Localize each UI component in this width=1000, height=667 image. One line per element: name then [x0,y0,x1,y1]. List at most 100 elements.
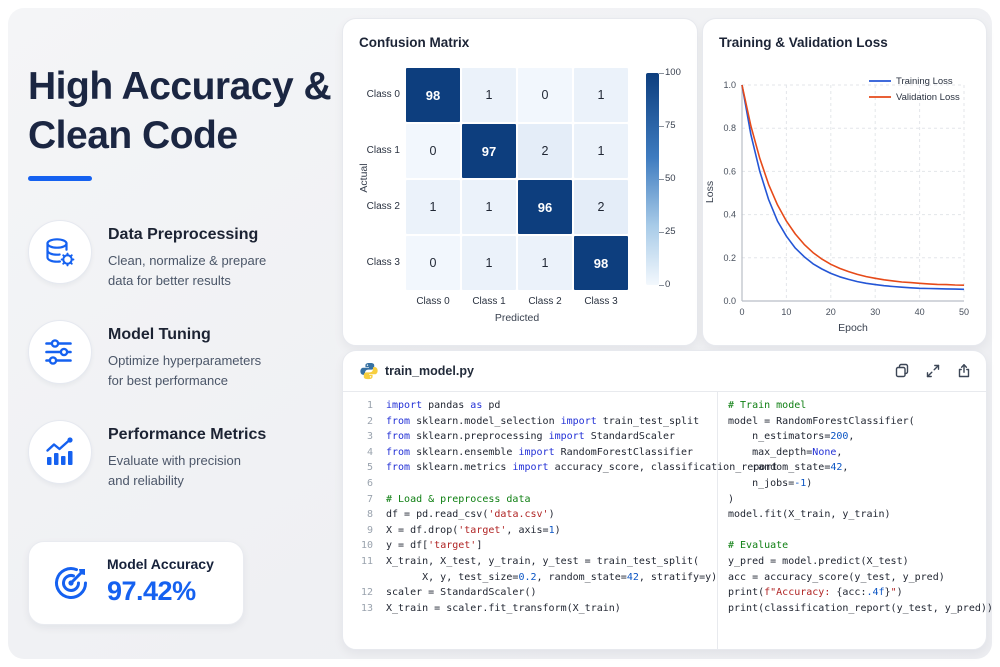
matrix-cell: 0 [406,124,460,178]
code-line: random_state=42, [728,462,849,474]
confusion-x-axis-label: Predicted [494,312,540,324]
line-number: 2 [366,415,373,427]
feature-icon-circle [28,320,92,384]
python-icon [360,362,378,380]
page-title-line1: High Accuracy & [28,65,332,108]
feature-title: Performance Metrics [108,426,267,443]
matrix-row-label: Class 2 [366,201,400,212]
matrix-row-label: Class 3 [366,257,400,268]
matrix-cell: 1 [462,180,516,234]
line-number: 8 [366,509,373,521]
feature-description: Clean, normalize & prepare data for bett… [108,253,267,288]
code-line: print(f"Accuracy: {acc:.4f}") [728,587,903,599]
feature-model-tuning: Model Tuning Optimize hyperparameters fo… [28,320,318,410]
code-line: ) [728,493,735,505]
feature-title: Data Preprocessing [108,226,259,243]
svg-text:0.4: 0.4 [723,210,736,220]
code-column-divider [717,391,718,649]
code-column-right: # Train model model = RandomForestClassif… [728,398,993,616]
code-line: 5 from sklearn.metrics import accuracy_sc… [351,460,777,476]
svg-text:Validation Loss: Validation Loss [896,92,960,103]
code-line: model.fit(X_train, y_train) [728,509,891,521]
matrix-column-label: Class 2 [528,296,562,307]
loss-line-chart: 0.0 0.2 0.4 0.6 0.8 1.0 0 10 20 30 40 50 Training Lo… [723,76,969,317]
line-number: 13 [360,602,373,614]
feature-icon-circle [28,420,92,484]
code-line: acc = accuracy_score(y_test, y_pred) [728,571,945,583]
svg-text:0: 0 [739,307,744,317]
loss-y-axis-label: Loss [704,180,716,204]
matrix-cell: 1 [574,68,628,122]
svg-text:1.0: 1.0 [723,80,736,90]
line-number: 12 [360,587,373,599]
code-line: # Train model [728,400,807,411]
header-divider [343,391,986,392]
confusion-matrix-title: Confusion Matrix [359,35,470,50]
svg-text:50: 50 [959,307,969,317]
code-editor-card: train_model.py [342,350,993,650]
matrix-cell: 1 [462,236,516,290]
code-line: 11 X_train, X_test, y_train, y_test = tra… [351,554,711,570]
colorbar-tick-mark [659,179,664,180]
loss-chart-card: Training & Validation Loss 0.0 0.2 0.4 0.6 0… [702,18,987,346]
matrix-cell: 98 [574,236,628,290]
colorbar-tick-mark [659,126,664,127]
line-number: 9 [366,524,373,536]
code-line: 2 from sklearn.model_selection import tra… [351,414,711,430]
code-header: train_model.py [343,351,986,391]
accuracy-value: 97.42% [107,576,196,606]
matrix-row-label: Class 0 [366,89,400,100]
svg-text:Training Loss: Training Loss [896,76,953,87]
confusion-matrix-card: Confusion Matrix Actual 98 1 0 1 0 97 2 1 1 1 96 2 0… [342,18,698,346]
colorbar-tick-label: 0 [665,279,671,290]
code-line: 1 import pandas as pd [351,398,711,414]
matrix-cell: 0 [518,68,572,122]
line-number [351,570,373,586]
colorbar [646,73,659,285]
feature-data-preprocessing: Data Preprocessing Clean, normalize & pr… [28,220,318,310]
feature-description: Optimize hyperparameters for best perfor… [108,353,262,388]
model-accuracy-card: Model Accuracy 97.42% [28,541,244,625]
loss-x-axis-label: Epoch [838,322,868,334]
svg-text:0.0: 0.0 [723,296,736,306]
colorbar-tick-label: 50 [665,173,676,184]
svg-text:0.6: 0.6 [723,166,736,176]
matrix-cell: 98 [406,68,460,122]
matrix-cell: 1 [574,124,628,178]
matrix-cell: 96 [518,180,572,234]
matrix-cell: 0 [406,236,460,290]
feature-title: Model Tuning [108,326,211,343]
line-number: 10 [360,540,373,552]
code-line: # Evaluate [728,540,789,552]
expand-icon[interactable] [925,363,941,379]
colorbar-tick-label: 75 [665,120,676,131]
code-line: model = RandomForestClassifier( [728,415,915,427]
code-line: y_pred = model.predict(X_test) [728,555,909,567]
code-line: 8 df = pd.read_csv('data.csv') [351,507,711,523]
page-title-line2: Clean Code [28,114,238,157]
copy-icon[interactable] [894,363,910,379]
svg-text:40: 40 [915,307,925,317]
svg-text:30: 30 [870,307,880,317]
feature-performance-metrics: Performance Metrics Evaluate with precis… [28,420,318,510]
matrix-column-label: Class 1 [472,296,506,307]
colorbar-tick-mark [659,285,664,286]
svg-text:20: 20 [826,307,836,317]
title-accent-bar [28,176,92,181]
code-line: 4 from sklearn.ensemble import RandomFore… [351,445,711,461]
matrix-column-label: Class 0 [416,296,450,307]
colorbar-tick-label: 25 [665,226,676,237]
target-icon [55,567,87,599]
code-line [728,523,978,539]
code-line: X, y, test_size=0.2, random_state=42, st… [351,570,717,586]
code-line: 3 from sklearn.preprocessing import Stand… [351,429,711,445]
code-line: n_jobs=-1) [728,477,813,489]
share-icon[interactable] [956,363,972,379]
matrix-cell: 1 [406,180,460,234]
sliders-icon [45,339,72,365]
code-line: 12 scaler = StandardScaler() [351,585,711,601]
code-filename: train_model.py [385,364,474,378]
page-title: High Accuracy & Clean Code [28,62,332,160]
